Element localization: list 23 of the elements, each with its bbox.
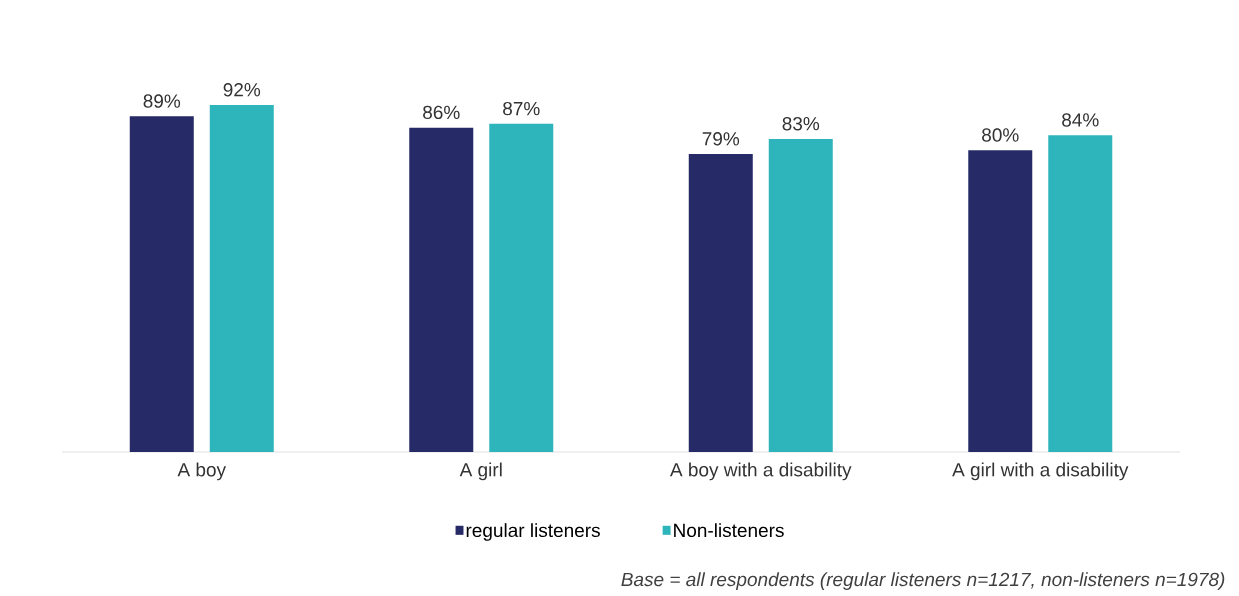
legend-label: Non-listeners [674, 523, 784, 537]
data-label: 86% [423, 105, 460, 119]
bar [688, 153, 753, 452]
bar [1048, 135, 1113, 452]
data-label: 83% [782, 116, 820, 131]
data-label: 87% [503, 101, 540, 116]
data-label: 92% [223, 82, 261, 97]
bar [409, 127, 474, 452]
bar [968, 150, 1033, 452]
data-label: 84% [1062, 113, 1099, 127]
bar [489, 123, 554, 452]
text: Base = all respondents (regular listeners n=1217, non-listeners n=1978) [621, 572, 1225, 590]
bar [209, 104, 274, 452]
data-label: 80% [982, 128, 1019, 142]
bar [129, 116, 194, 452]
data-label: 79% [702, 131, 740, 146]
x-tick-label: A girl with a disability [952, 462, 1129, 481]
data-label: 89% [143, 94, 181, 108]
x-tick-label: A boy with a disability [669, 462, 852, 481]
bar [768, 138, 833, 452]
x-tick-label: A boy [177, 462, 226, 481]
legend-label: regular listeners [466, 523, 600, 541]
x-tick-label: A girl [459, 462, 502, 481]
